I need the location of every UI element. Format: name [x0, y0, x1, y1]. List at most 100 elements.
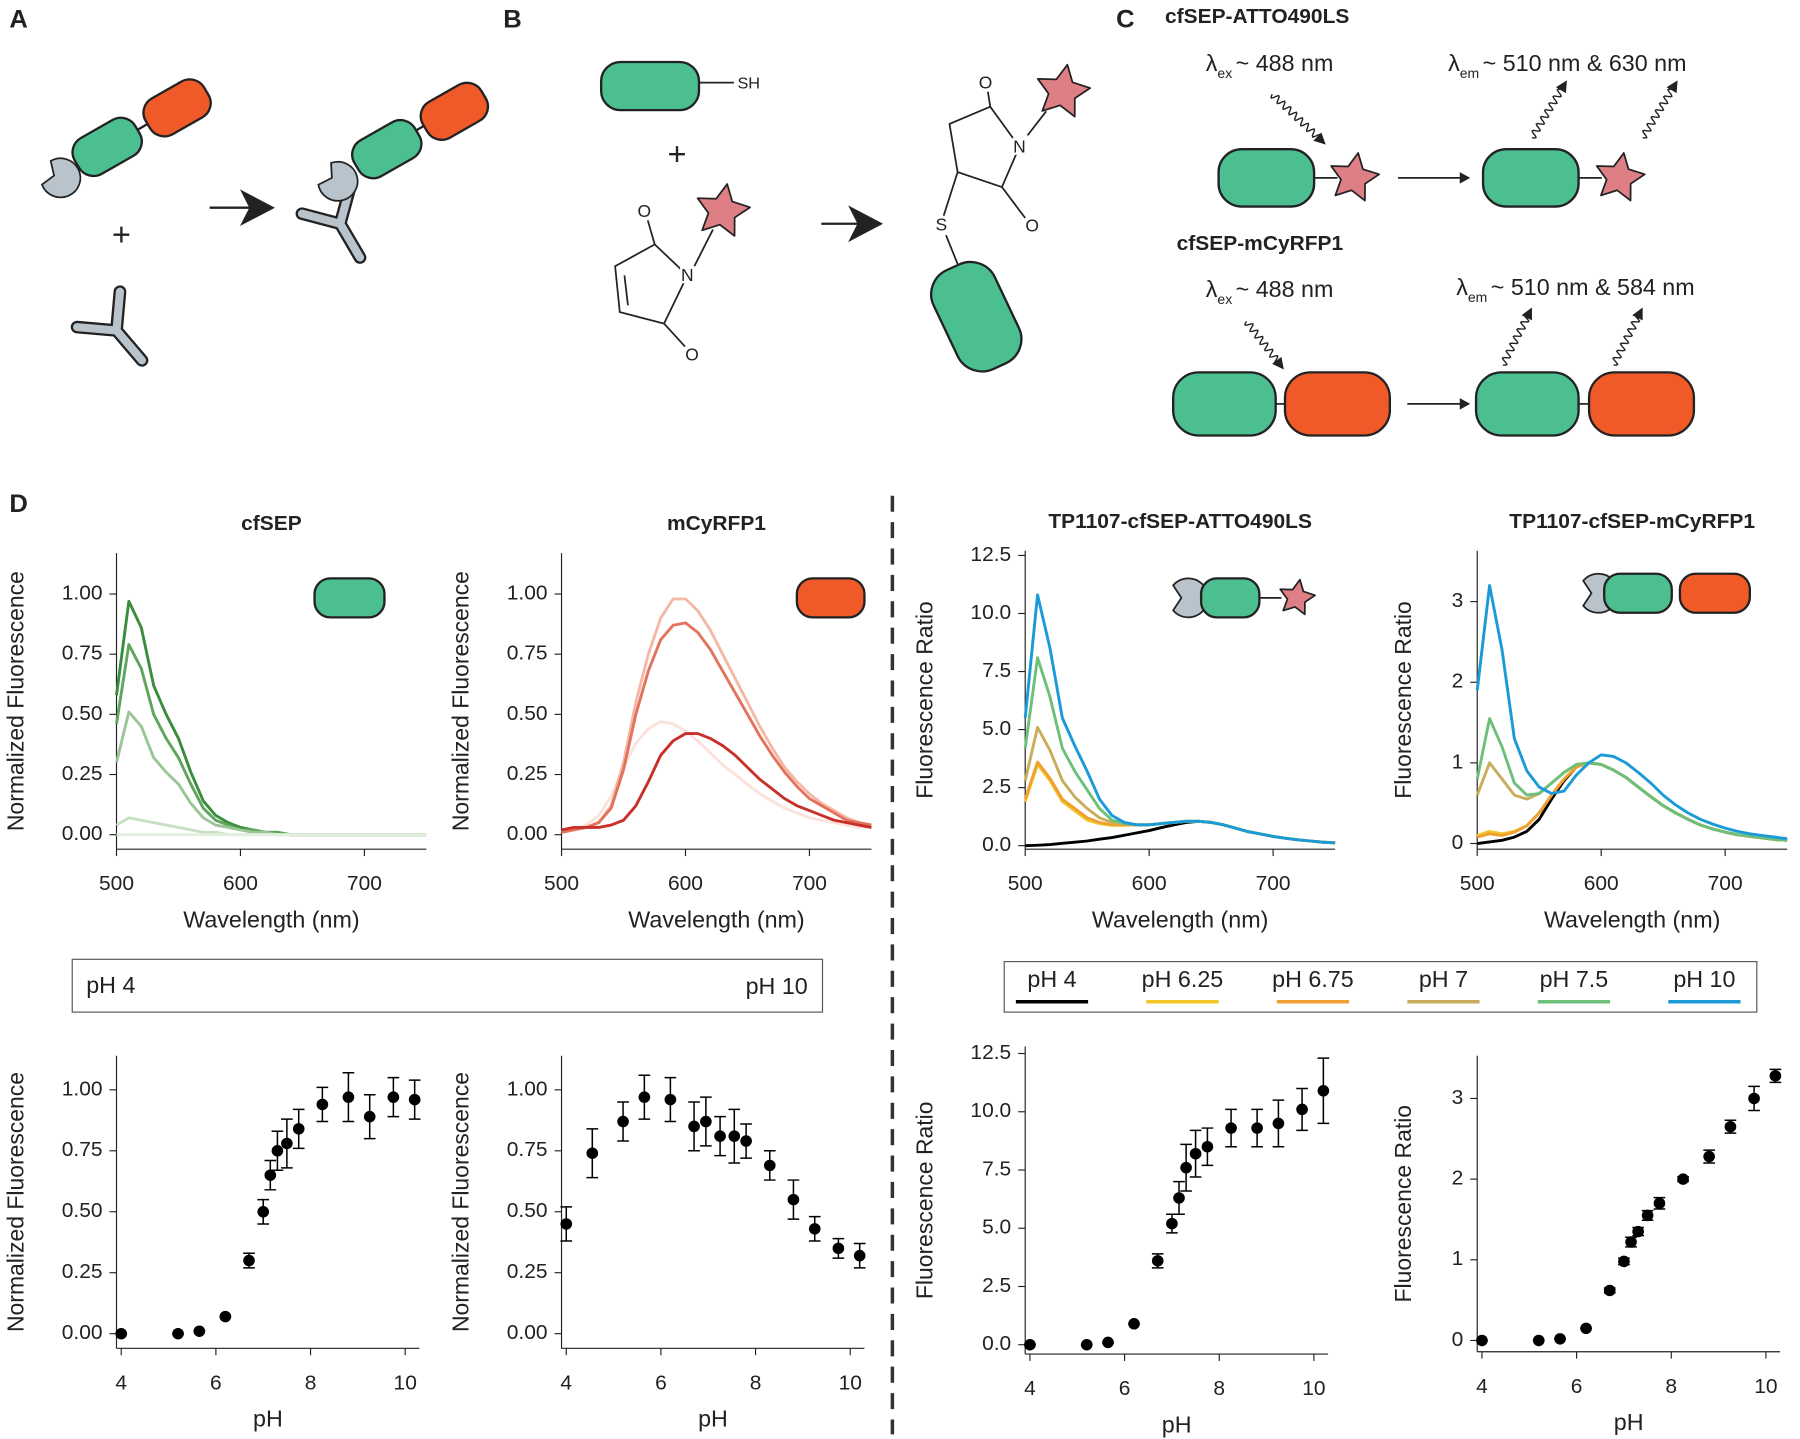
atom-label: O: [979, 72, 993, 92]
y-tick-label: 0.75: [507, 1138, 548, 1161]
legend-box: [1003, 961, 1758, 1013]
y-axis-label: Normalized Fluorescence: [448, 571, 474, 831]
arrow-head: [1555, 80, 1567, 94]
x-axis-label: Wavelength (nm): [1544, 907, 1720, 933]
x-tick-label: 4: [115, 1371, 127, 1394]
y-axis-label: Fluorescence Ratio: [1390, 601, 1416, 799]
data-point: [1724, 1120, 1737, 1133]
symbol: λ: [1456, 274, 1468, 300]
y-tick-label: 1: [1452, 1247, 1464, 1270]
spectrum-line: [1023, 762, 1336, 845]
x-tick-label: 600: [1584, 872, 1619, 895]
subscript: em: [1468, 289, 1487, 305]
panel-label: C: [1116, 6, 1134, 34]
data-point: [1677, 1173, 1689, 1185]
y-tick-label: 0.00: [62, 1321, 103, 1344]
legend-label: pH 7.5: [1540, 966, 1609, 992]
data-point: [408, 1093, 421, 1106]
x-tick-label: 4: [1024, 1377, 1036, 1400]
antibody: [73, 287, 147, 365]
x-tick-label: 700: [1256, 872, 1291, 895]
data-point: [1173, 1192, 1185, 1204]
photon-arrow: [1501, 314, 1530, 366]
x-tick-label: 10: [1754, 1375, 1777, 1398]
data-point: [1603, 1284, 1616, 1297]
legend-label: pH 6.25: [1142, 966, 1224, 992]
data-point: [714, 1130, 726, 1142]
data-point: [1272, 1117, 1285, 1130]
binder: [317, 160, 359, 202]
x-tick-label: 8: [1665, 1375, 1677, 1398]
subscript: em: [1460, 65, 1479, 81]
data-point: [1166, 1217, 1178, 1230]
atom-label: N: [1013, 137, 1026, 157]
y-tick-label: 0.25: [507, 762, 548, 785]
photon-arrow: [1641, 88, 1676, 139]
connector: [623, 275, 629, 306]
y-axis-label: Normalized Fluorescence: [448, 1072, 474, 1332]
spectrum-line: [1475, 717, 1788, 842]
data-point: [172, 1327, 184, 1340]
data-point: [664, 1093, 677, 1106]
y-tick-label: 0: [1452, 831, 1464, 854]
data-point: [387, 1091, 400, 1103]
y-tick-label: 3: [1452, 589, 1464, 612]
arrow-head: [239, 189, 275, 227]
symbol: λ: [1206, 276, 1218, 302]
y-tick-label: 0.75: [507, 642, 548, 665]
data-point: [1180, 1161, 1192, 1174]
data-point: [1189, 1147, 1202, 1160]
dye-star: [1036, 63, 1092, 118]
domain-box: [1217, 148, 1316, 208]
y-tick-label: 0.0: [982, 833, 1011, 856]
binder: [40, 157, 82, 199]
y-tick-label: 0.50: [62, 1199, 103, 1222]
legend-label: pH 10: [1673, 966, 1735, 992]
data-point: [1476, 1334, 1488, 1347]
connector: [646, 220, 656, 245]
data-point: [1641, 1209, 1654, 1222]
data-point: [1625, 1236, 1637, 1248]
domain-box: [1474, 371, 1580, 437]
chart-title: cfSEP: [241, 512, 302, 535]
data-point: [560, 1218, 573, 1230]
panel-label: B: [503, 6, 521, 34]
spectrum-line: [1025, 819, 1336, 848]
symbol: λ: [1448, 50, 1460, 76]
arrow-head: [1313, 132, 1326, 145]
text: ~ 510 nm & 584 nm: [1491, 274, 1695, 300]
arrow-head: [1459, 172, 1471, 184]
domain-box: [419, 81, 490, 141]
y-tick-label: 1.00: [62, 1077, 103, 1100]
y-axis-label: Normalized Fluorescence: [2, 571, 28, 831]
domain-box: [1481, 148, 1580, 208]
y-tick-label: 1.00: [507, 1077, 548, 1100]
domain-box: [1678, 572, 1751, 614]
data-point: [728, 1130, 741, 1142]
domain-box: [795, 577, 866, 619]
x-tick-label: 8: [750, 1371, 762, 1394]
data-point: [1201, 1140, 1214, 1153]
dye-star: [1330, 152, 1381, 202]
data-point: [219, 1310, 232, 1323]
data-point: [1618, 1255, 1630, 1268]
x-tick-label: 500: [1460, 872, 1495, 895]
x-tick-label: 4: [1476, 1375, 1488, 1398]
y-tick-label: 0.50: [507, 1199, 548, 1222]
arrow-head: [1521, 307, 1532, 321]
data-point: [832, 1242, 845, 1255]
spectrum-line: [115, 643, 427, 837]
data-point: [342, 1091, 355, 1103]
maleimide-ring: [614, 243, 689, 325]
data-point: [1128, 1318, 1140, 1330]
data-point: [1769, 1070, 1782, 1082]
y-tick-label: 1.00: [62, 582, 103, 605]
connector: [942, 171, 959, 216]
construct-title: cfSEP-ATTO490LS: [1165, 5, 1349, 28]
domain-box: [1171, 371, 1277, 437]
legend-label: pH 4: [1027, 966, 1076, 992]
data-point: [853, 1249, 866, 1262]
connector: [1026, 110, 1047, 136]
y-tick-label: 0.00: [507, 1321, 548, 1344]
y-tick-label: 2.5: [982, 1274, 1011, 1297]
